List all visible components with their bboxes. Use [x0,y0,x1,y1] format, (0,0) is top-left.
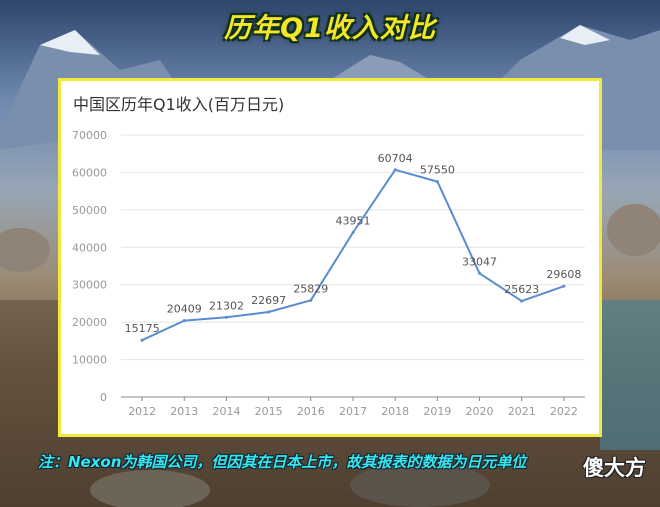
rock-right [607,204,660,256]
data-label: 25829 [293,282,328,295]
chart-title: 中国区历年Q1收入(百万日元) [73,95,285,114]
data-label: 60704 [378,152,413,165]
data-point [224,315,228,319]
data-label: 57550 [420,164,455,177]
x-tick-label: 2012 [128,405,156,418]
data-point [182,319,186,323]
y-tick-label: 40000 [72,241,107,254]
data-label: 21302 [209,299,244,312]
rock-bottom [90,470,210,507]
footnote: 注：Nexon为韩国公司，但因其在日本上市，故其报表的数据为日元单位 [38,453,527,471]
x-tick-label: 2020 [466,405,494,418]
data-point [478,271,482,275]
x-tick-label: 2015 [255,405,283,418]
data-point [562,284,566,288]
x-tick-label: 2017 [339,405,367,418]
line-chart: 0 10000 20000 30000 40000 50000 60000 70000 2012… [72,129,585,418]
data-label: 22697 [251,294,286,307]
data-label: 25623 [504,283,539,296]
data-point [520,299,524,303]
y-tick-label: 60000 [72,166,107,179]
data-label: 20409 [167,303,202,316]
data-point [435,180,439,184]
y-tick-label: 50000 [72,204,107,217]
x-tick-label: 2022 [550,405,578,418]
data-point [140,338,144,342]
watermark: 傻大方 [583,456,646,480]
data-point [309,298,313,302]
data-label: 15175 [125,322,160,335]
data-point [267,310,271,314]
data-label: 29608 [546,268,581,281]
y-tick-label: 0 [100,391,107,404]
x-tick-label: 2019 [423,405,451,418]
chart-panel: 中国区历年Q1收入(百万日元) 0 10000 20000 30000 40000 500… [58,78,602,437]
data-label: 43951 [336,214,371,227]
x-tick-label: 2016 [297,405,325,418]
data-point [393,168,397,172]
data-label: 33047 [462,255,497,268]
glow-right [600,300,660,450]
x-tick-label: 2014 [212,405,240,418]
series-line [141,168,565,342]
data-point [351,230,355,234]
x-tick-label: 2018 [381,405,409,418]
x-tick-label: 2021 [508,405,536,418]
x-tick-label: 2013 [170,405,198,418]
mountain-mid [330,55,430,80]
y-tick-label: 30000 [72,279,107,292]
banner-title: 历年Q1收入对比 [224,13,436,44]
rock-left [0,228,50,272]
y-tick-label: 20000 [72,316,107,329]
y-tick-label: 70000 [72,129,107,142]
y-tick-label: 10000 [72,354,107,367]
